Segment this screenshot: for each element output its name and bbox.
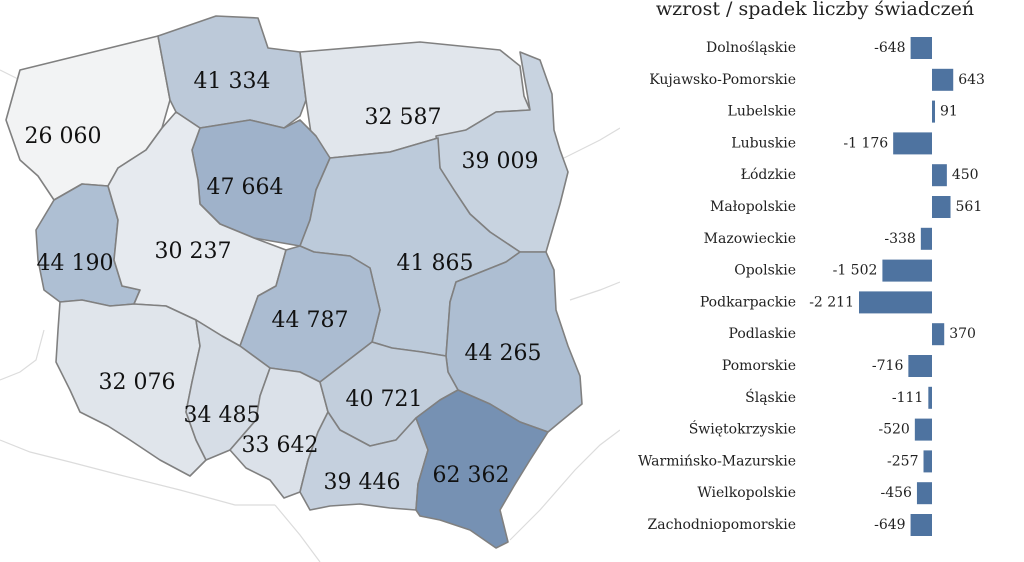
bar-pomorskie (908, 355, 932, 377)
category-label-lubuskie: Lubuskie (731, 135, 796, 151)
value-label-slaskie: -111 (892, 390, 923, 406)
value-label-malopolskie: 561 (956, 199, 983, 215)
region-lubelskie (445, 251, 583, 433)
value-label-warminsko-mazurskie: -257 (887, 453, 918, 469)
bar-podkarpackie (859, 291, 932, 314)
region-value-warminsko-mazurskie: 32 587 (365, 105, 442, 130)
value-label-lodzkie: 450 (952, 167, 979, 183)
value-label-zachodniopomorskie: -649 (874, 517, 905, 533)
category-label-zachodniopomorskie: Zachodniopomorskie (648, 517, 796, 533)
region-value-podkarpackie: 62 362 (433, 463, 510, 488)
region-value-lodzkie: 44 787 (272, 308, 349, 333)
bar-slaskie (928, 386, 932, 409)
region-value-kujawsko-pomorskie: 47 664 (207, 175, 284, 200)
region-value-opolskie: 34 485 (184, 403, 261, 428)
bar-wielkopolskie (916, 482, 932, 505)
category-label-swietokrzyskie: Świętokrzyskie (689, 420, 796, 438)
region-map: 26 060 41 334 32 587 39 009 47 664 44 190 30 2… (0, 15, 620, 562)
bar-kujawsko-pomorskie (932, 68, 954, 91)
category-label-slaskie: Śląskie (745, 388, 796, 406)
bar-lodzkie (932, 164, 947, 187)
bar-dolnoslaskie (910, 37, 932, 59)
bar-chart-title: wzrost / spadek liczby świadczeń (655, 0, 975, 20)
region-value-pomorskie: 41 334 (194, 69, 271, 94)
region-malopolskie (299, 411, 429, 511)
bar-warminsko-mazurskie (923, 450, 932, 473)
bar-swietokrzyskie (914, 418, 932, 441)
background-border-lines (0, 69, 620, 562)
bar-zachodniopomorskie (910, 514, 932, 536)
value-label-podkarpackie: -2 211 (809, 294, 854, 310)
region-value-malopolskie: 39 446 (324, 470, 401, 495)
map-svg: 26 060 41 334 32 587 39 009 47 664 44 190 30 2… (0, 15, 620, 562)
category-label-lodzkie: Łódzkie (741, 167, 796, 183)
category-label-kujawsko-pomorskie: Kujawsko-Pomorskie (649, 72, 796, 88)
region-value-lubelskie: 44 265 (465, 341, 542, 366)
bar-mazowieckie (920, 227, 932, 250)
bar-lubelskie (932, 100, 936, 123)
category-label-malopolskie: Małopolskie (710, 199, 796, 215)
region-value-mazowieckie: 41 865 (397, 251, 474, 276)
bar-podlaskie (932, 323, 945, 346)
region-value-zachodniopomorskie: 26 060 (25, 124, 102, 149)
region-value-wielkopolskie: 30 237 (155, 239, 232, 264)
value-label-swietokrzyskie: -520 (878, 422, 909, 438)
value-label-podlaskie: 370 (949, 326, 976, 342)
value-label-lubuskie: -1 176 (843, 135, 888, 151)
bar-lubuskie (893, 132, 932, 155)
region-value-slaskie: 33 642 (242, 433, 319, 458)
region-value-dolnoslaskie: 32 076 (99, 370, 176, 395)
category-label-wielkopolskie: Wielkopolskie (697, 485, 796, 501)
value-label-pomorskie: -716 (872, 358, 904, 374)
category-label-podlaskie: Podlaskie (729, 326, 797, 342)
category-label-dolnoslaskie: Dolnośląskie (706, 40, 796, 56)
value-label-opolskie: -1 502 (833, 263, 878, 279)
category-label-pomorskie: Pomorskie (722, 358, 796, 374)
value-label-mazowieckie: -338 (884, 231, 915, 247)
value-label-wielkopolskie: -456 (880, 485, 912, 501)
category-label-warminsko-mazurskie: Warmińsko-Mazurskie (638, 453, 796, 469)
region-value-podlaskie: 39 009 (462, 149, 539, 174)
region-podkarpackie (415, 389, 549, 549)
bar-opolskie (882, 259, 932, 282)
category-label-lubelskie: Lubelskie (728, 104, 796, 120)
value-label-kujawsko-pomorskie: 643 (958, 72, 985, 88)
value-label-dolnoslaskie: -648 (874, 40, 905, 56)
category-label-mazowieckie: Mazowieckie (704, 231, 796, 247)
category-label-opolskie: Opolskie (734, 263, 796, 279)
region-value-swietokrzyskie: 40 721 (346, 387, 423, 412)
region-value-lubuskie: 44 190 (37, 251, 114, 276)
category-label-podkarpackie: Podkarpackie (700, 294, 796, 310)
value-label-lubelskie: 91 (940, 104, 958, 120)
bar-malopolskie (932, 196, 951, 218)
bar-chart: Dolnośląskie -648 Kujawsko-Pomorskie 643 Lub… (638, 37, 985, 536)
